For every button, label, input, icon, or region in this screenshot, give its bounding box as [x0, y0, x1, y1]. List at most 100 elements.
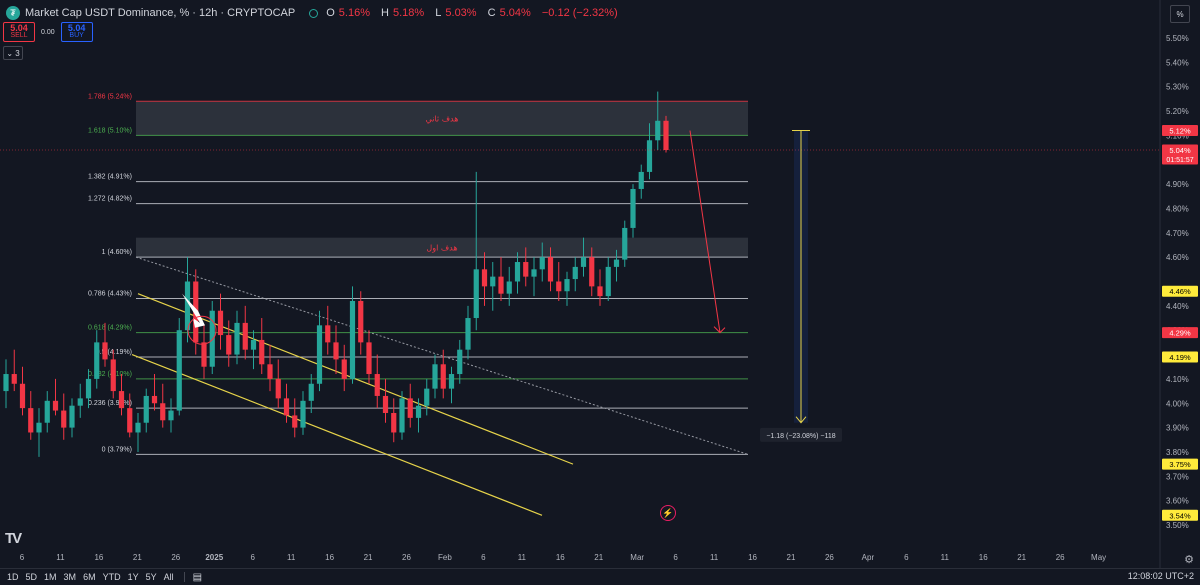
- price-tag: [1162, 327, 1198, 339]
- timeframe-all[interactable]: All: [163, 572, 174, 582]
- bottom-toolbar: 1D 5D 1M 3M 6M YTD 1Y 5Y All ▤ 12:08:02 …: [0, 568, 1200, 585]
- fib-level-label: 1 (4.60%): [102, 249, 132, 256]
- x-tick-label: 16: [556, 553, 565, 562]
- tradingview-logo[interactable]: TV: [5, 530, 22, 547]
- candle-body: [589, 257, 595, 287]
- projection-arrow: [689, 130, 721, 333]
- y-tick-label: 4.00%: [1166, 399, 1189, 408]
- candle-body: [69, 405, 75, 428]
- sell-button[interactable]: 5.04 SELL: [3, 22, 35, 42]
- ohlc-low-key: L: [435, 7, 442, 19]
- candle-body: [638, 171, 644, 189]
- fib-level-label: 0.618 (4.29%): [88, 325, 132, 332]
- ohlc-low: 5.03%: [445, 7, 477, 19]
- timeframe-5d[interactable]: 5D: [25, 572, 38, 582]
- x-tick-label: 6: [904, 553, 909, 562]
- timeframe-1y[interactable]: 1Y: [127, 572, 139, 582]
- price-tag: [1162, 125, 1198, 137]
- candle-body: [399, 398, 405, 433]
- y-tick-label: 3.70%: [1166, 472, 1189, 481]
- candle-body: [415, 405, 422, 418]
- candle-body: [168, 410, 174, 421]
- timeframe-3m[interactable]: 3M: [63, 572, 77, 582]
- candle-body: [160, 403, 166, 421]
- ohlc-close: 5.04%: [499, 7, 531, 19]
- tether-logo-icon: ₮: [6, 6, 20, 20]
- buy-button[interactable]: 5.04 BUY: [60, 22, 93, 42]
- candle-body: [308, 383, 314, 401]
- x-tick-label: 6: [673, 553, 678, 562]
- candle-body: [531, 269, 537, 277]
- sell-label: SELL: [10, 32, 28, 39]
- trade-buttons: 5.04 SELL 0.00 5.04 BUY: [3, 22, 93, 42]
- clock[interactable]: 12:08:02 UTC+2: [1127, 571, 1194, 581]
- candle-body: [94, 342, 100, 379]
- x-tick-label: May: [1091, 553, 1106, 562]
- candle-body: [341, 359, 347, 379]
- timeframe-5y[interactable]: 5Y: [145, 572, 157, 582]
- fib-level-label: 1.618 (5.10%): [88, 127, 132, 134]
- price-tag-label: 3.75%: [1169, 460, 1191, 469]
- measure-arrowhead: [795, 416, 807, 424]
- candle-body: [85, 378, 92, 399]
- x-tick-label: 26: [825, 553, 834, 562]
- candle-body: [572, 266, 578, 280]
- fib-level-label: 1.382 (4.91%): [88, 174, 132, 181]
- x-tick-label: 2025: [205, 553, 223, 562]
- ohlc-open-key: O: [326, 7, 335, 19]
- calendar-range-icon[interactable]: ▤: [192, 571, 203, 583]
- candle-body: [655, 120, 661, 141]
- timeframe-1d[interactable]: 1D: [7, 572, 19, 582]
- gear-icon[interactable]: ⚙: [1184, 554, 1194, 566]
- x-tick-label: Feb: [438, 553, 452, 562]
- symbol-title[interactable]: Market Cap USDT Dominance, % · 12h · CRY…: [25, 7, 296, 19]
- x-tick-label: 11: [710, 553, 719, 562]
- price-tag-label: 4.29%: [1169, 329, 1191, 338]
- price-tag-label: 4.19%: [1169, 353, 1191, 362]
- x-tick-label: 16: [748, 553, 757, 562]
- candle-body: [77, 398, 83, 406]
- candle-body: [498, 276, 504, 294]
- candle-body: [465, 318, 471, 350]
- x-tick-label: 21: [594, 553, 603, 562]
- candle-body: [440, 364, 446, 389]
- candle-body: [151, 395, 158, 404]
- candle-body: [382, 395, 389, 413]
- candle-body: [646, 140, 653, 172]
- lightning-icon[interactable]: ⚡: [660, 505, 676, 521]
- y-tick-label: 3.50%: [1166, 521, 1189, 530]
- price-tag-label: 3.54%: [1169, 511, 1191, 520]
- candle-body: [597, 286, 603, 297]
- candle-body: [605, 266, 611, 297]
- candle-body: [242, 322, 248, 350]
- buy-price: 5.04: [67, 23, 86, 33]
- y-tick-label: 3.60%: [1166, 497, 1189, 506]
- candle-body: [556, 281, 562, 292]
- x-tick-label: 26: [1056, 553, 1065, 562]
- timeframe-1m[interactable]: 1M: [44, 572, 57, 582]
- indicators-collapse-button[interactable]: ⌄ 3: [3, 46, 23, 60]
- candle-body: [292, 415, 298, 428]
- timeframe-ytd[interactable]: YTD: [102, 572, 121, 582]
- candle-body: [424, 388, 430, 406]
- percent-scale-button[interactable]: %: [1170, 5, 1190, 23]
- annotation-arrow: [182, 293, 205, 328]
- x-tick-label: Apr: [862, 553, 875, 562]
- candle-body: [613, 259, 620, 267]
- x-tick-label: 26: [171, 553, 180, 562]
- market-status-icon: [309, 8, 319, 18]
- candle-body: [539, 257, 545, 270]
- candle-body: [358, 300, 364, 343]
- ohlc-high: 5.18%: [393, 7, 425, 19]
- x-tick-label: Mar: [630, 553, 644, 562]
- fib-level-label: 0.786 (4.43%): [88, 291, 132, 298]
- candle-body: [325, 325, 331, 343]
- x-tick-label: 11: [287, 553, 296, 562]
- price-tag: [1162, 351, 1198, 363]
- candle-body: [176, 330, 182, 411]
- candle-body: [523, 262, 529, 277]
- x-tick-label: 6: [481, 553, 486, 562]
- candle-body: [61, 410, 67, 428]
- timeframe-6m[interactable]: 6M: [83, 572, 96, 582]
